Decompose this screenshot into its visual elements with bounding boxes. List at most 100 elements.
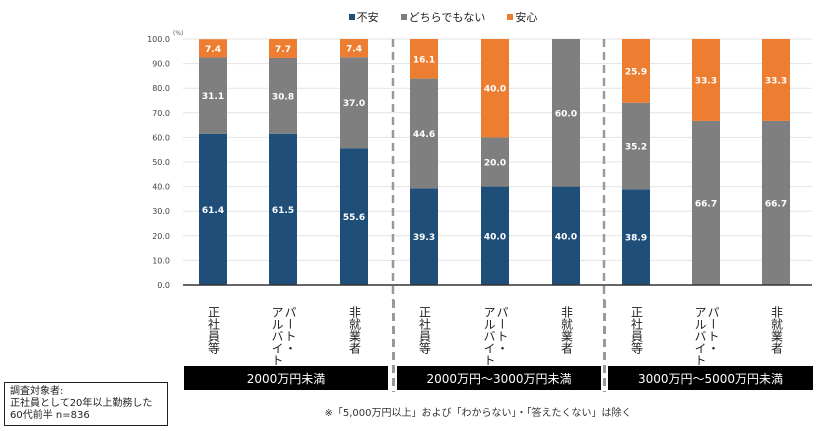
legend-swatch-anxious [348, 14, 355, 20]
data-label: 35.2 [625, 143, 647, 153]
bar-segment-secure [622, 39, 650, 103]
data-label: 31.1 [202, 92, 224, 102]
category-label-line: パート・ [283, 306, 297, 354]
respondent-line: 60代前半 n=836 [10, 410, 90, 421]
data-label: 55.6 [343, 213, 365, 223]
group-label-text: 3000万円～5000万円未満 [637, 371, 784, 386]
respondent-line: 正社員として20年以上勤務した [10, 398, 153, 409]
data-label: 60.0 [555, 109, 577, 119]
group-divider-lower [392, 300, 395, 392]
legend-item-anxious: 不安 [348, 8, 379, 26]
legend-swatch-secure [507, 14, 514, 20]
bar-segment-anxious [269, 133, 297, 285]
y-tick-label: 70.0 [152, 109, 170, 118]
group-label-text: 2000万円～3000万円未満 [426, 371, 572, 386]
data-label: 33.3 [765, 76, 787, 86]
data-label: 39.3 [413, 233, 435, 243]
legend-label-secure: 安心 [515, 11, 538, 24]
bar-segment-secure [481, 39, 509, 138]
bar-segment-secure [269, 39, 297, 58]
bar-segment-neutral [762, 120, 790, 285]
data-label: 7.4 [205, 45, 221, 55]
bar-segment-anxious [340, 148, 368, 285]
bar-segment-secure [199, 39, 227, 58]
data-label: 25.9 [625, 67, 647, 77]
y-tick-label: 80.0 [152, 84, 170, 93]
y-tick-label: 90.0 [152, 60, 170, 69]
bar-segment-neutral [481, 137, 509, 187]
category-label: パート・ アルバイト [693, 306, 720, 366]
respondent-line: 調査対象者: [10, 386, 64, 397]
bar-segment-secure [692, 39, 720, 121]
category-label: 非就業者 [769, 306, 784, 354]
bar-segment-neutral [199, 57, 227, 134]
stacked-bar-chart: 0.0 10.0 20.0 30.0 40.0 50.0 60.0 70.0 80.0 90.0 1… [147, 35, 812, 300]
bar-segment-anxious [481, 186, 509, 285]
bar-segment-secure [340, 39, 368, 58]
data-label: 40.0 [484, 232, 506, 242]
legend: 不安 どちらでもない 安心 [0, 8, 816, 26]
category-label-line: 正社員等 [629, 306, 644, 354]
bar-segment-neutral [692, 120, 720, 285]
data-label: 40.0 [484, 85, 506, 95]
bar-segment-secure [410, 39, 438, 79]
legend-label-anxious: 不安 [356, 11, 379, 24]
unit-label: (%) [173, 30, 184, 37]
y-tick-label: 60.0 [152, 133, 170, 142]
bar-segment-neutral [552, 39, 580, 187]
bar-segment-secure [762, 39, 790, 121]
data-label: 37.0 [343, 99, 365, 109]
bar-segment-anxious [199, 133, 227, 285]
category-label-line: アルバイト [693, 306, 707, 366]
data-label: 16.1 [413, 55, 435, 65]
y-tick-label: 100.0 [147, 35, 170, 44]
y-tick-label: 20.0 [152, 232, 170, 241]
legend-swatch-neutral [400, 14, 407, 20]
bar-segment-anxious [410, 188, 438, 285]
category-label-line: パート・ [706, 306, 720, 354]
y-tick-label: 50.0 [152, 158, 170, 167]
data-label: 61.5 [272, 206, 294, 216]
y-tick-label: 40.0 [152, 183, 170, 192]
legend-label-neutral: どちらでもない [408, 11, 486, 24]
data-label: 7.7 [275, 45, 291, 55]
data-label: 61.4 [202, 206, 224, 216]
data-label: 38.9 [625, 234, 647, 244]
bar-segment-neutral [622, 102, 650, 190]
bar-segment-anxious [622, 189, 650, 285]
data-label: 66.7 [765, 199, 787, 209]
data-label: 66.7 [695, 199, 717, 209]
group-label-text: 2000万円未満 [246, 371, 326, 386]
category-label: パート・ アルバイト [270, 306, 297, 366]
respondent-note: 調査対象者: 正社員として20年以上勤務した 60代前半 n=836 [4, 382, 168, 426]
category-label-line: 非就業者 [347, 306, 362, 354]
data-label: 7.4 [346, 45, 362, 55]
group-label-under-2000: 2000万円未満 [184, 366, 388, 390]
y-tick-label: 10.0 [152, 256, 170, 265]
legend-item-secure: 安心 [507, 8, 537, 26]
group-label-3000-5000: 3000万円～5000万円未満 [608, 366, 813, 390]
bar-segment-anxious [552, 186, 580, 285]
y-tick-label: 0.0 [157, 281, 170, 290]
category-label: パート・ アルバイト [482, 306, 509, 366]
bar-segment-neutral [410, 78, 438, 189]
data-label: 33.3 [695, 76, 717, 86]
category-label-line: 正社員等 [417, 306, 432, 354]
data-label: 30.8 [272, 92, 294, 102]
category-label-line: アルバイト [482, 306, 496, 366]
category-label-line: アルバイト [270, 306, 284, 366]
bar-segment-neutral [269, 57, 297, 134]
category-label-line: 非就業者 [769, 306, 784, 354]
category-label: 正社員等 [417, 306, 432, 354]
group-label-2000-3000: 2000万円～3000万円未満 [397, 366, 601, 390]
data-label: 20.0 [484, 159, 506, 169]
category-label: 正社員等 [207, 306, 221, 354]
category-label-line: 非就業者 [559, 306, 574, 354]
y-tick-label: 30.0 [152, 207, 170, 216]
category-label: 非就業者 [347, 306, 362, 354]
category-label: 非就業者 [559, 306, 574, 354]
data-label: 44.6 [413, 130, 435, 140]
bar-segment-neutral [340, 57, 368, 149]
legend-item-neutral: どちらでもない [400, 8, 486, 26]
data-label: 40.0 [555, 232, 577, 242]
